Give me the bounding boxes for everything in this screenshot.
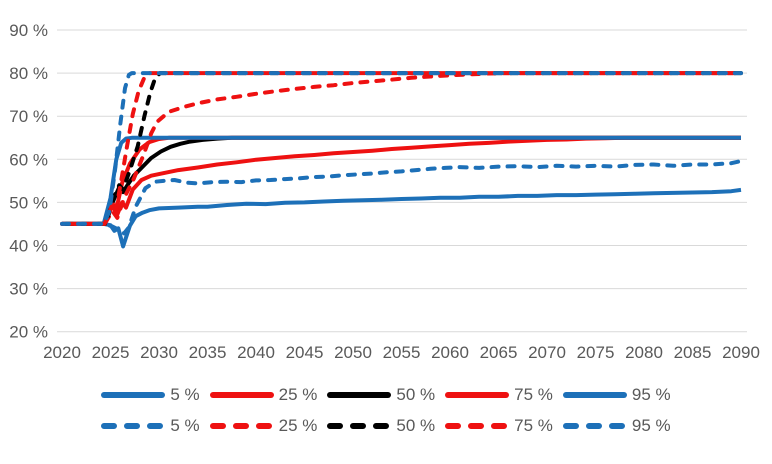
x-tick-label: 2045 bbox=[286, 343, 324, 362]
legend-item-dashed-75pct: 75 % bbox=[445, 417, 553, 434]
series-dashed-5 bbox=[60, 159, 743, 236]
x-tick-label: 2065 bbox=[480, 343, 518, 362]
legend-label: 25 % bbox=[278, 385, 318, 404]
x-tick-label: 2070 bbox=[528, 343, 566, 362]
y-tick-label: 90 % bbox=[9, 21, 48, 40]
dashed-line-swatch-icon bbox=[562, 422, 627, 429]
solid-line-swatch-icon bbox=[445, 391, 510, 398]
series-dashed-50 bbox=[60, 71, 743, 226]
dashed-line-swatch-icon bbox=[445, 422, 510, 429]
legend-item-dashed-50pct: 50 % bbox=[327, 417, 435, 434]
x-tick-label: 2055 bbox=[383, 343, 421, 362]
y-tick-label: 60 % bbox=[9, 150, 48, 169]
legend-label: 75 % bbox=[514, 416, 553, 435]
series-solid-25 bbox=[62, 135, 741, 226]
legend-item-solid-5pct: 5 % bbox=[101, 385, 200, 404]
x-tick-label: 2075 bbox=[577, 343, 615, 362]
x-tick-label: 2090 bbox=[722, 343, 760, 362]
x-tick-label: 2085 bbox=[674, 343, 712, 362]
quantile-fan-chart: 90 % 80 % 70 % 60 % 50 % 40 % 30 % 20 %2020 2025… bbox=[9, 21, 760, 362]
dashed-line-swatch-icon bbox=[327, 422, 392, 429]
x-tick-label: 2040 bbox=[237, 343, 275, 362]
legend-item-solid-25pct: 25 % bbox=[209, 385, 318, 404]
legend-item-dashed-5pct: 5 % bbox=[101, 416, 200, 435]
legend-label: 75 % bbox=[514, 385, 553, 404]
dashed-line-swatch-icon bbox=[209, 422, 274, 429]
y-tick-label: 50 % bbox=[9, 193, 48, 212]
legend-label: 50 % bbox=[396, 385, 436, 404]
y-tick-label: 20 % bbox=[9, 323, 48, 342]
x-tick-label: 2050 bbox=[334, 343, 372, 362]
solid-line-swatch-icon bbox=[209, 391, 274, 398]
solid-line-swatch-icon bbox=[327, 391, 392, 398]
legend-item-solid-95pct: 95 % bbox=[562, 385, 671, 404]
y-tick-label: 40 % bbox=[9, 237, 48, 256]
legend-row-dashed: 5 % 25 % 50 % 75 % 95 % bbox=[96, 417, 675, 434]
legend-label: 25 % bbox=[278, 416, 318, 435]
series-dashed-25 bbox=[60, 71, 743, 226]
x-tick-label: 2080 bbox=[625, 343, 663, 362]
legend-item-dashed-95pct: 95 % bbox=[562, 416, 671, 435]
series-dashed-95 bbox=[60, 71, 743, 226]
solid-line-swatch-icon bbox=[101, 391, 166, 398]
x-tick-label: 2030 bbox=[140, 343, 178, 362]
chart-legend: 5 % 25 % 50 % 75 % 95 % 5 % 25 % 50 % 75 % 95 % bbox=[0, 386, 772, 434]
legend-label: 5 % bbox=[170, 385, 200, 404]
legend-label: 95 % bbox=[631, 416, 671, 435]
legend-row-solid: 5 % 25 % 50 % 75 % 95 % bbox=[96, 386, 675, 403]
x-tick-label: 2035 bbox=[189, 343, 227, 362]
series-solid-5 bbox=[62, 187, 742, 249]
legend-label: 95 % bbox=[631, 385, 671, 404]
y-tick-label: 30 % bbox=[9, 280, 48, 299]
legend-label: 5 % bbox=[170, 416, 200, 435]
x-tick-label: 2060 bbox=[431, 343, 469, 362]
solid-line-swatch-icon bbox=[562, 391, 627, 398]
legend-item-solid-75pct: 75 % bbox=[445, 386, 553, 403]
y-tick-label: 70 % bbox=[9, 107, 48, 126]
y-tick-label: 80 % bbox=[9, 64, 48, 83]
x-tick-label: 2025 bbox=[92, 343, 130, 362]
x-tick-label: 2020 bbox=[43, 343, 81, 362]
dashed-line-swatch-icon bbox=[101, 422, 166, 429]
legend-label: 50 % bbox=[396, 416, 436, 435]
legend-item-dashed-25pct: 25 % bbox=[209, 416, 318, 435]
legend-item-solid-50pct: 50 % bbox=[327, 386, 435, 403]
